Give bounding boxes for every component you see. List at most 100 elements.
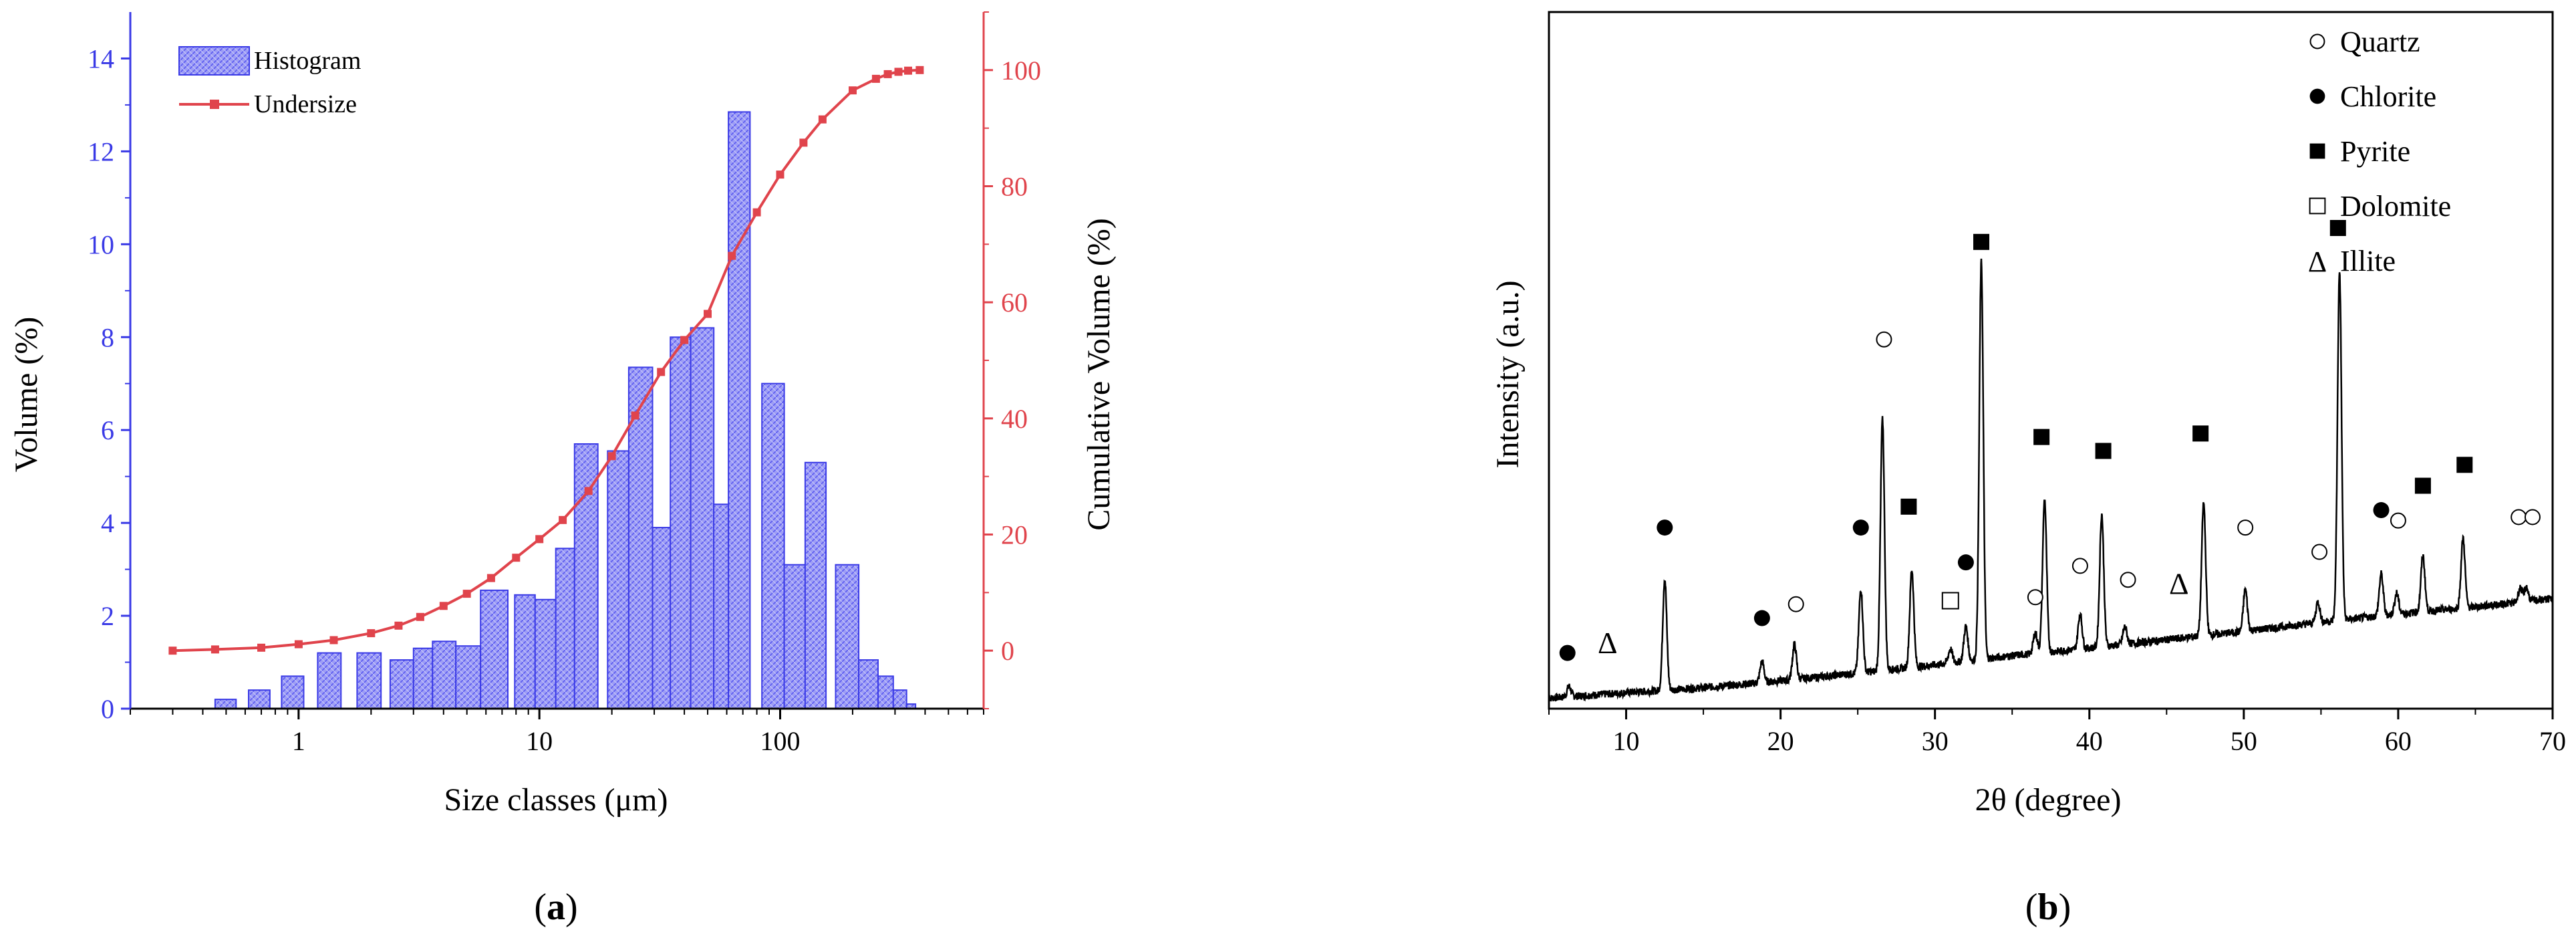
histogram-bar xyxy=(670,336,692,709)
y-right-tick-label: 100 xyxy=(1001,55,1041,86)
legend-histogram-swatch xyxy=(178,46,250,76)
undersize-point xyxy=(607,452,616,461)
undersize-point xyxy=(439,602,448,610)
histogram-bar xyxy=(248,689,271,709)
undersize-point xyxy=(168,646,177,655)
x-tick-label: 40 xyxy=(2076,726,2103,756)
chart-a-ticks: 1 10 100 0 2 4 6 8 10 12 14 0 20 40 60 80 100 xyxy=(88,11,1041,756)
filled-circle-marker xyxy=(1657,519,1673,536)
filled-square-marker xyxy=(1973,233,1990,250)
filled-circle-marker xyxy=(1559,644,1576,661)
open-circle-marker xyxy=(2311,544,2328,560)
y-left-tick-label: 4 xyxy=(101,508,114,538)
histogram-bar xyxy=(877,675,894,710)
open-circle-marker xyxy=(2120,572,2136,588)
plot-frame xyxy=(1548,11,2554,710)
legend-quartz-label: Quartz xyxy=(2340,25,2420,58)
open-circle-marker xyxy=(2071,558,2088,574)
xrd-pattern xyxy=(1548,258,2553,702)
histogram-bar xyxy=(761,382,785,709)
chart-b-xlabel: 2θ (degree) xyxy=(1975,782,2122,818)
filled-circle-marker xyxy=(1957,554,1974,571)
histogram-bar xyxy=(281,675,305,710)
filled-square-marker xyxy=(1900,498,1917,515)
filled-square-marker xyxy=(2329,220,2346,237)
xrd-trace xyxy=(1548,258,2553,702)
undersize-point xyxy=(818,115,827,124)
undersize-point xyxy=(416,612,424,621)
filled-circle-marker xyxy=(1753,610,1770,626)
x-tick-label: 1 xyxy=(292,726,305,756)
x-tick-label: 100 xyxy=(760,726,800,756)
filled-square-marker xyxy=(2456,457,2473,473)
y-right-tick-label: 80 xyxy=(1001,172,1028,202)
open-circle-marker xyxy=(1876,331,1892,348)
chart-a-ylabel-right: Cumulative Volume (%) xyxy=(1081,218,1117,531)
y-left-tick-label: 10 xyxy=(88,229,114,259)
filled-square-marker xyxy=(2192,425,2209,442)
chart-a-legend: Histogram Undersize xyxy=(178,46,361,118)
histogram-bar xyxy=(690,327,715,709)
legend-pyrite-label: Pyrite xyxy=(2340,135,2410,168)
filled-square-marker xyxy=(2033,429,2050,445)
open-circle-marker xyxy=(1787,596,1804,612)
panel-a-label: (a) xyxy=(534,887,577,928)
panel-b-label: (b) xyxy=(2025,887,2071,928)
x-tick-label: 30 xyxy=(1922,726,1949,756)
histogram-bar xyxy=(713,503,730,709)
undersize-point xyxy=(904,66,912,75)
histogram-bar xyxy=(317,652,342,709)
legend-quartz-marker xyxy=(2309,33,2325,49)
illite-marker: Δ xyxy=(2169,566,2189,600)
open-circle-marker xyxy=(2237,519,2254,536)
undersize-point xyxy=(799,138,808,147)
undersize-point xyxy=(294,640,303,649)
undersize-point xyxy=(894,68,903,76)
undersize-point xyxy=(486,574,495,582)
y-right-tick-label: 0 xyxy=(1001,636,1014,666)
undersize-point xyxy=(462,590,471,598)
histogram-bar xyxy=(514,594,536,709)
y-left-tick-label: 12 xyxy=(88,136,114,166)
open-circle-marker xyxy=(2027,589,2043,606)
histogram-bars xyxy=(214,111,917,710)
undersize-point xyxy=(871,74,880,83)
x-tick-label: 20 xyxy=(1767,726,1794,756)
chart-b-legend: Quartz Chlorite Pyrite Dolomite Δ Illite xyxy=(2308,25,2451,278)
undersize-point xyxy=(329,636,338,644)
histogram-bar xyxy=(389,659,414,709)
x-tick-label: 70 xyxy=(2539,726,2566,756)
chart-b-ylabel: Intensity (a.u.) xyxy=(1490,280,1526,468)
histogram-bar xyxy=(627,366,654,710)
chart-b-axes xyxy=(1548,11,2554,710)
open-circle-marker xyxy=(2524,509,2541,525)
undersize-point xyxy=(728,251,736,260)
legend-dolomite-marker xyxy=(2309,197,2326,215)
undersize-point xyxy=(394,621,403,630)
histogram-bar xyxy=(728,111,751,709)
legend-pyrite-marker xyxy=(2309,143,2325,159)
undersize-point xyxy=(776,170,784,179)
y-left-tick-label: 14 xyxy=(88,43,114,74)
histogram-bar xyxy=(835,564,860,710)
chart-a-ylabel-left: Volume (%) xyxy=(9,317,44,472)
filled-circle-marker xyxy=(2373,502,2390,519)
chart-a: 1 10 100 0 2 4 6 8 10 12 14 0 20 40 60 80 100 Histogram … xyxy=(9,11,1117,928)
filled-square-marker xyxy=(2095,443,2112,459)
y-left-tick-label: 6 xyxy=(101,415,114,445)
x-tick-label: 50 xyxy=(2231,726,2257,756)
undersize-point xyxy=(584,487,593,495)
undersize-point xyxy=(535,535,544,544)
phase-markers: ΔΔ xyxy=(1559,220,2541,661)
y-right-tick-label: 60 xyxy=(1001,287,1028,318)
histogram-bar xyxy=(607,450,629,709)
y-left-tick-label: 0 xyxy=(101,694,114,724)
histogram-bar xyxy=(652,527,672,709)
undersize-point xyxy=(704,310,712,318)
legend-chlorite-marker xyxy=(2309,88,2325,104)
y-left-tick-label: 2 xyxy=(101,601,114,631)
open-circle-marker xyxy=(2511,509,2527,525)
legend-dolomite-label: Dolomite xyxy=(2340,190,2451,223)
histogram-bar xyxy=(214,699,237,709)
